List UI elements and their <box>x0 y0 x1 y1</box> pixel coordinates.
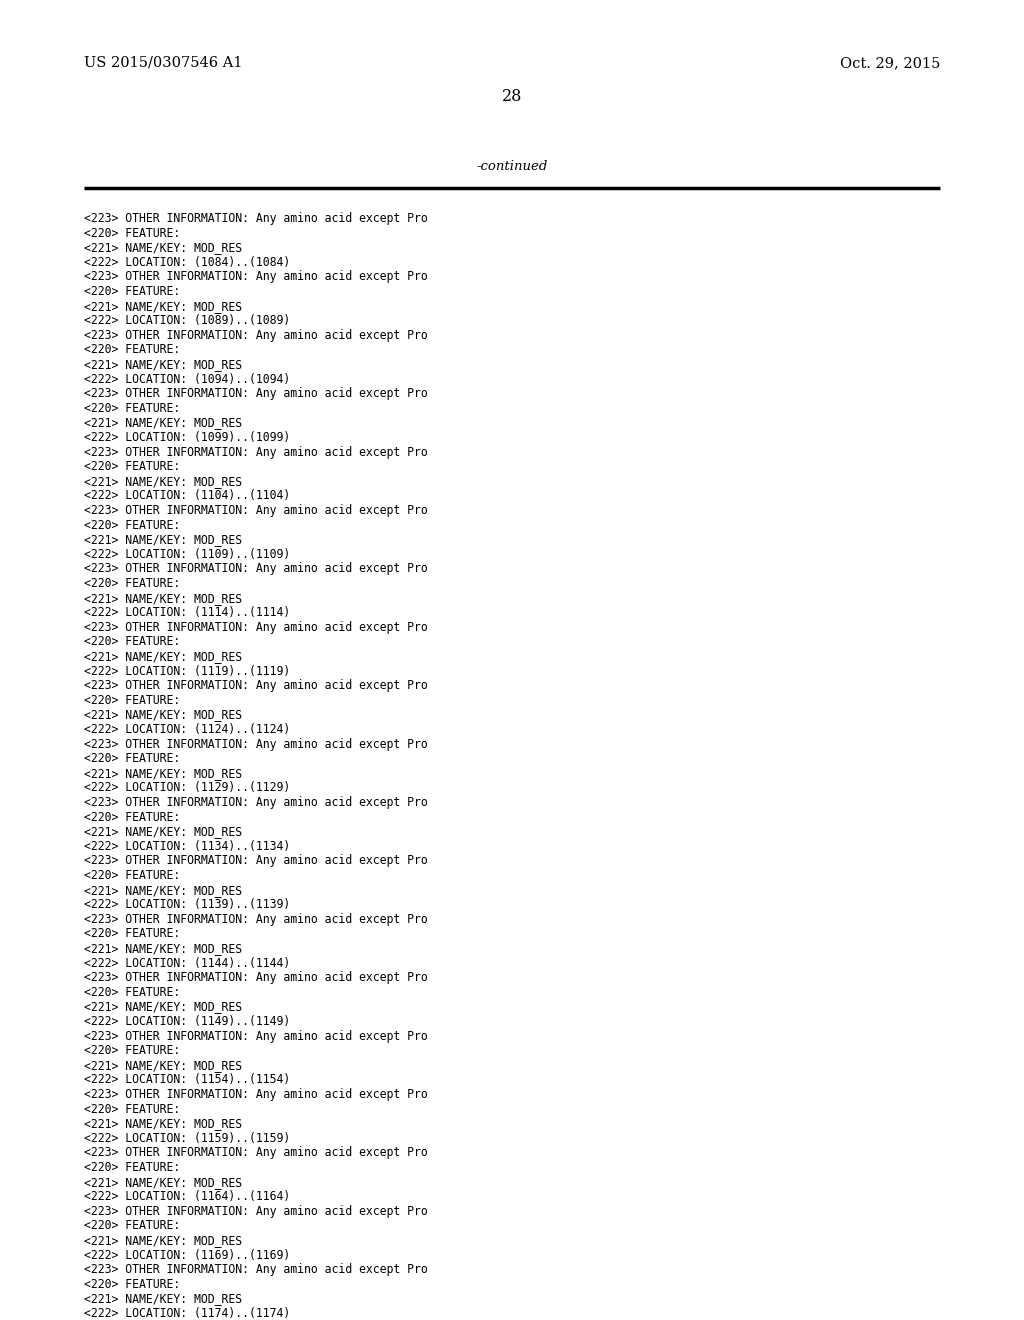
Text: <221> NAME/KEY: MOD_RES: <221> NAME/KEY: MOD_RES <box>84 883 242 896</box>
Text: <222> LOCATION: (1149)..(1149): <222> LOCATION: (1149)..(1149) <box>84 1015 290 1028</box>
Text: <223> OTHER INFORMATION: Any amino acid except Pro: <223> OTHER INFORMATION: Any amino acid … <box>84 738 428 751</box>
Text: <222> LOCATION: (1094)..(1094): <222> LOCATION: (1094)..(1094) <box>84 372 290 385</box>
Text: <222> LOCATION: (1129)..(1129): <222> LOCATION: (1129)..(1129) <box>84 781 290 795</box>
Text: <222> LOCATION: (1119)..(1119): <222> LOCATION: (1119)..(1119) <box>84 664 290 677</box>
Text: <220> FEATURE:: <220> FEATURE: <box>84 869 180 882</box>
Text: <223> OTHER INFORMATION: Any amino acid except Pro: <223> OTHER INFORMATION: Any amino acid … <box>84 446 428 458</box>
Text: <220> FEATURE:: <220> FEATURE: <box>84 694 180 706</box>
Text: <223> OTHER INFORMATION: Any amino acid except Pro: <223> OTHER INFORMATION: Any amino acid … <box>84 213 428 224</box>
Text: <220> FEATURE:: <220> FEATURE: <box>84 227 180 240</box>
Text: <222> LOCATION: (1124)..(1124): <222> LOCATION: (1124)..(1124) <box>84 723 290 737</box>
Text: <223> OTHER INFORMATION: Any amino acid except Pro: <223> OTHER INFORMATION: Any amino acid … <box>84 387 428 400</box>
Text: <223> OTHER INFORMATION: Any amino acid except Pro: <223> OTHER INFORMATION: Any amino acid … <box>84 271 428 284</box>
Text: <223> OTHER INFORMATION: Any amino acid except Pro: <223> OTHER INFORMATION: Any amino acid … <box>84 854 428 867</box>
Text: <223> OTHER INFORMATION: Any amino acid except Pro: <223> OTHER INFORMATION: Any amino acid … <box>84 1088 428 1101</box>
Text: <220> FEATURE:: <220> FEATURE: <box>84 401 180 414</box>
Text: Oct. 29, 2015: Oct. 29, 2015 <box>840 55 940 70</box>
Text: <222> LOCATION: (1089)..(1089): <222> LOCATION: (1089)..(1089) <box>84 314 290 327</box>
Text: <223> OTHER INFORMATION: Any amino acid except Pro: <223> OTHER INFORMATION: Any amino acid … <box>84 680 428 692</box>
Text: US 2015/0307546 A1: US 2015/0307546 A1 <box>84 55 243 70</box>
Text: <220> FEATURE:: <220> FEATURE: <box>84 986 180 999</box>
Text: <222> LOCATION: (1174)..(1174): <222> LOCATION: (1174)..(1174) <box>84 1307 290 1320</box>
Text: <220> FEATURE:: <220> FEATURE: <box>84 928 180 940</box>
Text: <220> FEATURE:: <220> FEATURE: <box>84 1162 180 1173</box>
Text: <221> NAME/KEY: MOD_RES: <221> NAME/KEY: MOD_RES <box>84 242 242 255</box>
Text: <220> FEATURE:: <220> FEATURE: <box>84 1102 180 1115</box>
Text: <221> NAME/KEY: MOD_RES: <221> NAME/KEY: MOD_RES <box>84 591 242 605</box>
Text: <220> FEATURE:: <220> FEATURE: <box>84 1278 180 1291</box>
Text: <222> LOCATION: (1139)..(1139): <222> LOCATION: (1139)..(1139) <box>84 898 290 911</box>
Text: -continued: -continued <box>476 160 548 173</box>
Text: <220> FEATURE:: <220> FEATURE: <box>84 635 180 648</box>
Text: <223> OTHER INFORMATION: Any amino acid except Pro: <223> OTHER INFORMATION: Any amino acid … <box>84 329 428 342</box>
Text: <221> NAME/KEY: MOD_RES: <221> NAME/KEY: MOD_RES <box>84 1059 242 1072</box>
Text: <220> FEATURE:: <220> FEATURE: <box>84 810 180 824</box>
Text: <220> FEATURE:: <220> FEATURE: <box>84 285 180 298</box>
Text: <223> OTHER INFORMATION: Any amino acid except Pro: <223> OTHER INFORMATION: Any amino acid … <box>84 620 428 634</box>
Text: <222> LOCATION: (1164)..(1164): <222> LOCATION: (1164)..(1164) <box>84 1191 290 1204</box>
Text: <223> OTHER INFORMATION: Any amino acid except Pro: <223> OTHER INFORMATION: Any amino acid … <box>84 972 428 985</box>
Text: <220> FEATURE:: <220> FEATURE: <box>84 1220 180 1233</box>
Text: <222> LOCATION: (1169)..(1169): <222> LOCATION: (1169)..(1169) <box>84 1249 290 1262</box>
Text: <221> NAME/KEY: MOD_RES: <221> NAME/KEY: MOD_RES <box>84 825 242 838</box>
Text: <221> NAME/KEY: MOD_RES: <221> NAME/KEY: MOD_RES <box>84 1117 242 1130</box>
Text: <220> FEATURE:: <220> FEATURE: <box>84 519 180 532</box>
Text: <223> OTHER INFORMATION: Any amino acid except Pro: <223> OTHER INFORMATION: Any amino acid … <box>84 1146 428 1159</box>
Text: <221> NAME/KEY: MOD_RES: <221> NAME/KEY: MOD_RES <box>84 942 242 954</box>
Text: <223> OTHER INFORMATION: Any amino acid except Pro: <223> OTHER INFORMATION: Any amino acid … <box>84 504 428 517</box>
Text: <222> LOCATION: (1104)..(1104): <222> LOCATION: (1104)..(1104) <box>84 490 290 503</box>
Text: <220> FEATURE:: <220> FEATURE: <box>84 343 180 356</box>
Text: <222> LOCATION: (1109)..(1109): <222> LOCATION: (1109)..(1109) <box>84 548 290 561</box>
Text: <223> OTHER INFORMATION: Any amino acid except Pro: <223> OTHER INFORMATION: Any amino acid … <box>84 1263 428 1276</box>
Text: <221> NAME/KEY: MOD_RES: <221> NAME/KEY: MOD_RES <box>84 709 242 722</box>
Text: <221> NAME/KEY: MOD_RES: <221> NAME/KEY: MOD_RES <box>84 649 242 663</box>
Text: <222> LOCATION: (1099)..(1099): <222> LOCATION: (1099)..(1099) <box>84 432 290 444</box>
Text: <222> LOCATION: (1134)..(1134): <222> LOCATION: (1134)..(1134) <box>84 840 290 853</box>
Text: <221> NAME/KEY: MOD_RES: <221> NAME/KEY: MOD_RES <box>84 1292 242 1305</box>
Text: 28: 28 <box>502 88 522 106</box>
Text: <220> FEATURE:: <220> FEATURE: <box>84 752 180 766</box>
Text: <222> LOCATION: (1114)..(1114): <222> LOCATION: (1114)..(1114) <box>84 606 290 619</box>
Text: <221> NAME/KEY: MOD_RES: <221> NAME/KEY: MOD_RES <box>84 1176 242 1188</box>
Text: <222> LOCATION: (1154)..(1154): <222> LOCATION: (1154)..(1154) <box>84 1073 290 1086</box>
Text: <220> FEATURE:: <220> FEATURE: <box>84 577 180 590</box>
Text: <222> LOCATION: (1144)..(1144): <222> LOCATION: (1144)..(1144) <box>84 957 290 970</box>
Text: <222> LOCATION: (1084)..(1084): <222> LOCATION: (1084)..(1084) <box>84 256 290 269</box>
Text: <221> NAME/KEY: MOD_RES: <221> NAME/KEY: MOD_RES <box>84 475 242 488</box>
Text: <221> NAME/KEY: MOD_RES: <221> NAME/KEY: MOD_RES <box>84 1234 242 1247</box>
Text: <221> NAME/KEY: MOD_RES: <221> NAME/KEY: MOD_RES <box>84 300 242 313</box>
Text: <221> NAME/KEY: MOD_RES: <221> NAME/KEY: MOD_RES <box>84 533 242 546</box>
Text: <221> NAME/KEY: MOD_RES: <221> NAME/KEY: MOD_RES <box>84 767 242 780</box>
Text: <221> NAME/KEY: MOD_RES: <221> NAME/KEY: MOD_RES <box>84 1001 242 1014</box>
Text: <220> FEATURE:: <220> FEATURE: <box>84 1044 180 1057</box>
Text: <221> NAME/KEY: MOD_RES: <221> NAME/KEY: MOD_RES <box>84 358 242 371</box>
Text: <223> OTHER INFORMATION: Any amino acid except Pro: <223> OTHER INFORMATION: Any amino acid … <box>84 796 428 809</box>
Text: <223> OTHER INFORMATION: Any amino acid except Pro: <223> OTHER INFORMATION: Any amino acid … <box>84 1030 428 1043</box>
Text: <223> OTHER INFORMATION: Any amino acid except Pro: <223> OTHER INFORMATION: Any amino acid … <box>84 562 428 576</box>
Text: <223> OTHER INFORMATION: Any amino acid except Pro: <223> OTHER INFORMATION: Any amino acid … <box>84 913 428 925</box>
Text: <221> NAME/KEY: MOD_RES: <221> NAME/KEY: MOD_RES <box>84 416 242 429</box>
Text: <223> OTHER INFORMATION: Any amino acid except Pro: <223> OTHER INFORMATION: Any amino acid … <box>84 1205 428 1218</box>
Text: <222> LOCATION: (1159)..(1159): <222> LOCATION: (1159)..(1159) <box>84 1131 290 1144</box>
Text: <220> FEATURE:: <220> FEATURE: <box>84 461 180 473</box>
